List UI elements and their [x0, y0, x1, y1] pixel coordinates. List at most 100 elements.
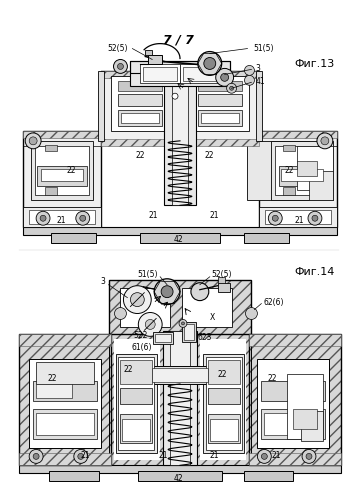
Circle shape: [230, 86, 234, 90]
Circle shape: [198, 52, 222, 76]
Bar: [49, 472, 99, 481]
Circle shape: [244, 76, 255, 86]
Circle shape: [261, 454, 267, 460]
Bar: [130, 62, 230, 86]
Circle shape: [78, 454, 84, 460]
Bar: [148, 54, 162, 64]
Bar: [182, 322, 196, 342]
Text: 42: 42: [173, 234, 183, 244]
Bar: [121, 288, 170, 328]
Bar: [100, 139, 260, 146]
Bar: [198, 94, 242, 106]
Bar: [208, 360, 239, 384]
Circle shape: [227, 84, 237, 93]
Text: 21: 21: [210, 451, 219, 460]
Circle shape: [123, 286, 151, 314]
Text: 7 / 7: 7 / 7: [163, 33, 193, 46]
Bar: [121, 113, 159, 123]
Bar: [261, 381, 325, 401]
Bar: [37, 166, 87, 186]
Circle shape: [312, 216, 318, 221]
Circle shape: [138, 312, 162, 336]
Text: 61(6): 61(6): [132, 342, 152, 351]
Bar: [279, 166, 329, 186]
Circle shape: [306, 454, 312, 460]
Bar: [33, 409, 96, 438]
Bar: [130, 62, 230, 74]
Bar: [31, 141, 93, 201]
Bar: [243, 472, 293, 481]
Bar: [198, 82, 242, 91]
Text: 3: 3: [101, 278, 105, 286]
Bar: [163, 332, 197, 466]
Text: 51(5): 51(5): [253, 44, 274, 53]
Bar: [281, 168, 323, 180]
Bar: [29, 210, 95, 224]
Bar: [164, 72, 196, 206]
Bar: [183, 68, 217, 82]
Text: 22: 22: [267, 374, 277, 384]
Bar: [155, 334, 171, 342]
Circle shape: [268, 212, 282, 225]
Polygon shape: [145, 50, 152, 54]
Bar: [45, 188, 57, 196]
Bar: [198, 110, 242, 126]
Text: 22: 22: [66, 166, 76, 175]
Circle shape: [114, 308, 126, 320]
Text: 21: 21: [158, 451, 168, 460]
Bar: [121, 360, 152, 384]
Bar: [41, 168, 83, 180]
Bar: [19, 466, 341, 473]
Bar: [247, 141, 309, 201]
Bar: [256, 72, 262, 141]
Bar: [260, 208, 337, 227]
Bar: [301, 411, 323, 440]
Text: 52(5): 52(5): [212, 270, 232, 280]
Bar: [98, 72, 104, 141]
Bar: [249, 334, 341, 466]
Bar: [264, 412, 322, 434]
Text: 22: 22: [47, 374, 57, 384]
Text: 21: 21: [56, 216, 66, 224]
Bar: [249, 334, 341, 466]
Bar: [29, 359, 100, 448]
Circle shape: [308, 212, 322, 225]
Text: Фиг.13: Фиг.13: [294, 60, 334, 70]
Circle shape: [181, 322, 184, 325]
Text: 522: 522: [133, 331, 147, 340]
Text: 3: 3: [255, 64, 260, 73]
Circle shape: [130, 292, 144, 306]
Bar: [172, 72, 188, 206]
Bar: [200, 340, 247, 460]
Circle shape: [80, 216, 86, 221]
Bar: [257, 359, 329, 448]
Bar: [140, 64, 180, 84]
Text: 22: 22: [205, 151, 214, 160]
Bar: [260, 131, 337, 227]
Bar: [208, 414, 239, 444]
Circle shape: [145, 320, 155, 330]
Circle shape: [302, 450, 316, 464]
Bar: [148, 366, 212, 384]
Bar: [190, 76, 249, 131]
Bar: [265, 210, 331, 224]
Circle shape: [154, 279, 180, 304]
Bar: [19, 334, 111, 466]
Circle shape: [161, 286, 173, 298]
Bar: [244, 233, 289, 243]
Bar: [218, 282, 230, 292]
Bar: [121, 388, 152, 404]
Bar: [35, 146, 89, 196]
Text: 22: 22: [284, 166, 294, 175]
Bar: [45, 145, 57, 151]
Text: 42: 42: [173, 474, 183, 482]
Bar: [283, 188, 295, 196]
Circle shape: [33, 454, 39, 460]
Bar: [36, 384, 72, 398]
Bar: [297, 160, 317, 176]
Bar: [109, 334, 163, 466]
Bar: [201, 113, 239, 123]
Bar: [283, 145, 295, 151]
Bar: [260, 131, 337, 138]
Bar: [293, 409, 317, 428]
